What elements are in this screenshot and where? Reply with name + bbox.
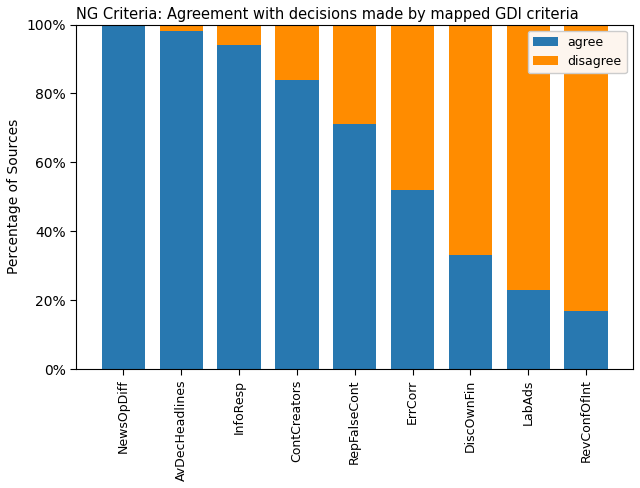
Bar bbox=[218, 24, 260, 45]
Bar bbox=[564, 24, 608, 310]
Bar bbox=[102, 24, 145, 369]
Bar bbox=[391, 24, 435, 190]
Bar bbox=[275, 24, 319, 80]
Bar bbox=[159, 31, 203, 369]
Y-axis label: Percentage of Sources: Percentage of Sources bbox=[7, 119, 21, 274]
Bar bbox=[564, 310, 608, 369]
Bar bbox=[333, 24, 376, 124]
Text: NG Criteria: Agreement with decisions made by mapped GDI criteria: NG Criteria: Agreement with decisions ma… bbox=[76, 7, 579, 22]
Legend: agree, disagree: agree, disagree bbox=[528, 31, 627, 73]
Bar bbox=[449, 24, 492, 255]
Bar bbox=[449, 255, 492, 369]
Bar bbox=[333, 124, 376, 369]
Bar bbox=[506, 24, 550, 290]
Bar bbox=[391, 190, 435, 369]
Bar bbox=[275, 80, 319, 369]
Bar bbox=[218, 45, 260, 369]
Bar bbox=[506, 290, 550, 369]
Bar bbox=[159, 24, 203, 31]
